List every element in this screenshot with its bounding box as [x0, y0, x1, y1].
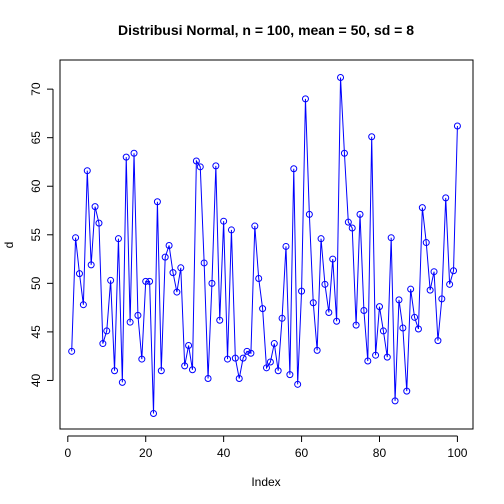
x-axis: 0 20 40 60 80 100	[64, 436, 467, 460]
y-tick-label: 70	[29, 82, 43, 96]
y-tick-label: 65	[29, 131, 43, 145]
x-tick-label: 40	[217, 446, 231, 460]
series-line	[72, 77, 458, 413]
y-axis: 40 45 50 55 60 65 70	[29, 82, 53, 387]
x-axis-label: Index	[251, 475, 280, 489]
x-tick-label: 20	[139, 446, 153, 460]
x-tick-label: 0	[64, 446, 71, 460]
x-tick-label: 80	[373, 446, 387, 460]
y-tick-label: 40	[29, 373, 43, 387]
y-tick-label: 60	[29, 179, 43, 193]
y-axis-label: d	[2, 242, 16, 249]
x-tick-label: 100	[447, 446, 467, 460]
data-series	[69, 74, 461, 416]
y-tick-label: 50	[29, 276, 43, 290]
y-tick-label: 55	[29, 228, 43, 242]
chart-title: Distribusi Normal, n = 100, mean = 50, s…	[118, 22, 414, 38]
y-tick-label: 45	[29, 325, 43, 339]
x-tick-label: 60	[295, 446, 309, 460]
